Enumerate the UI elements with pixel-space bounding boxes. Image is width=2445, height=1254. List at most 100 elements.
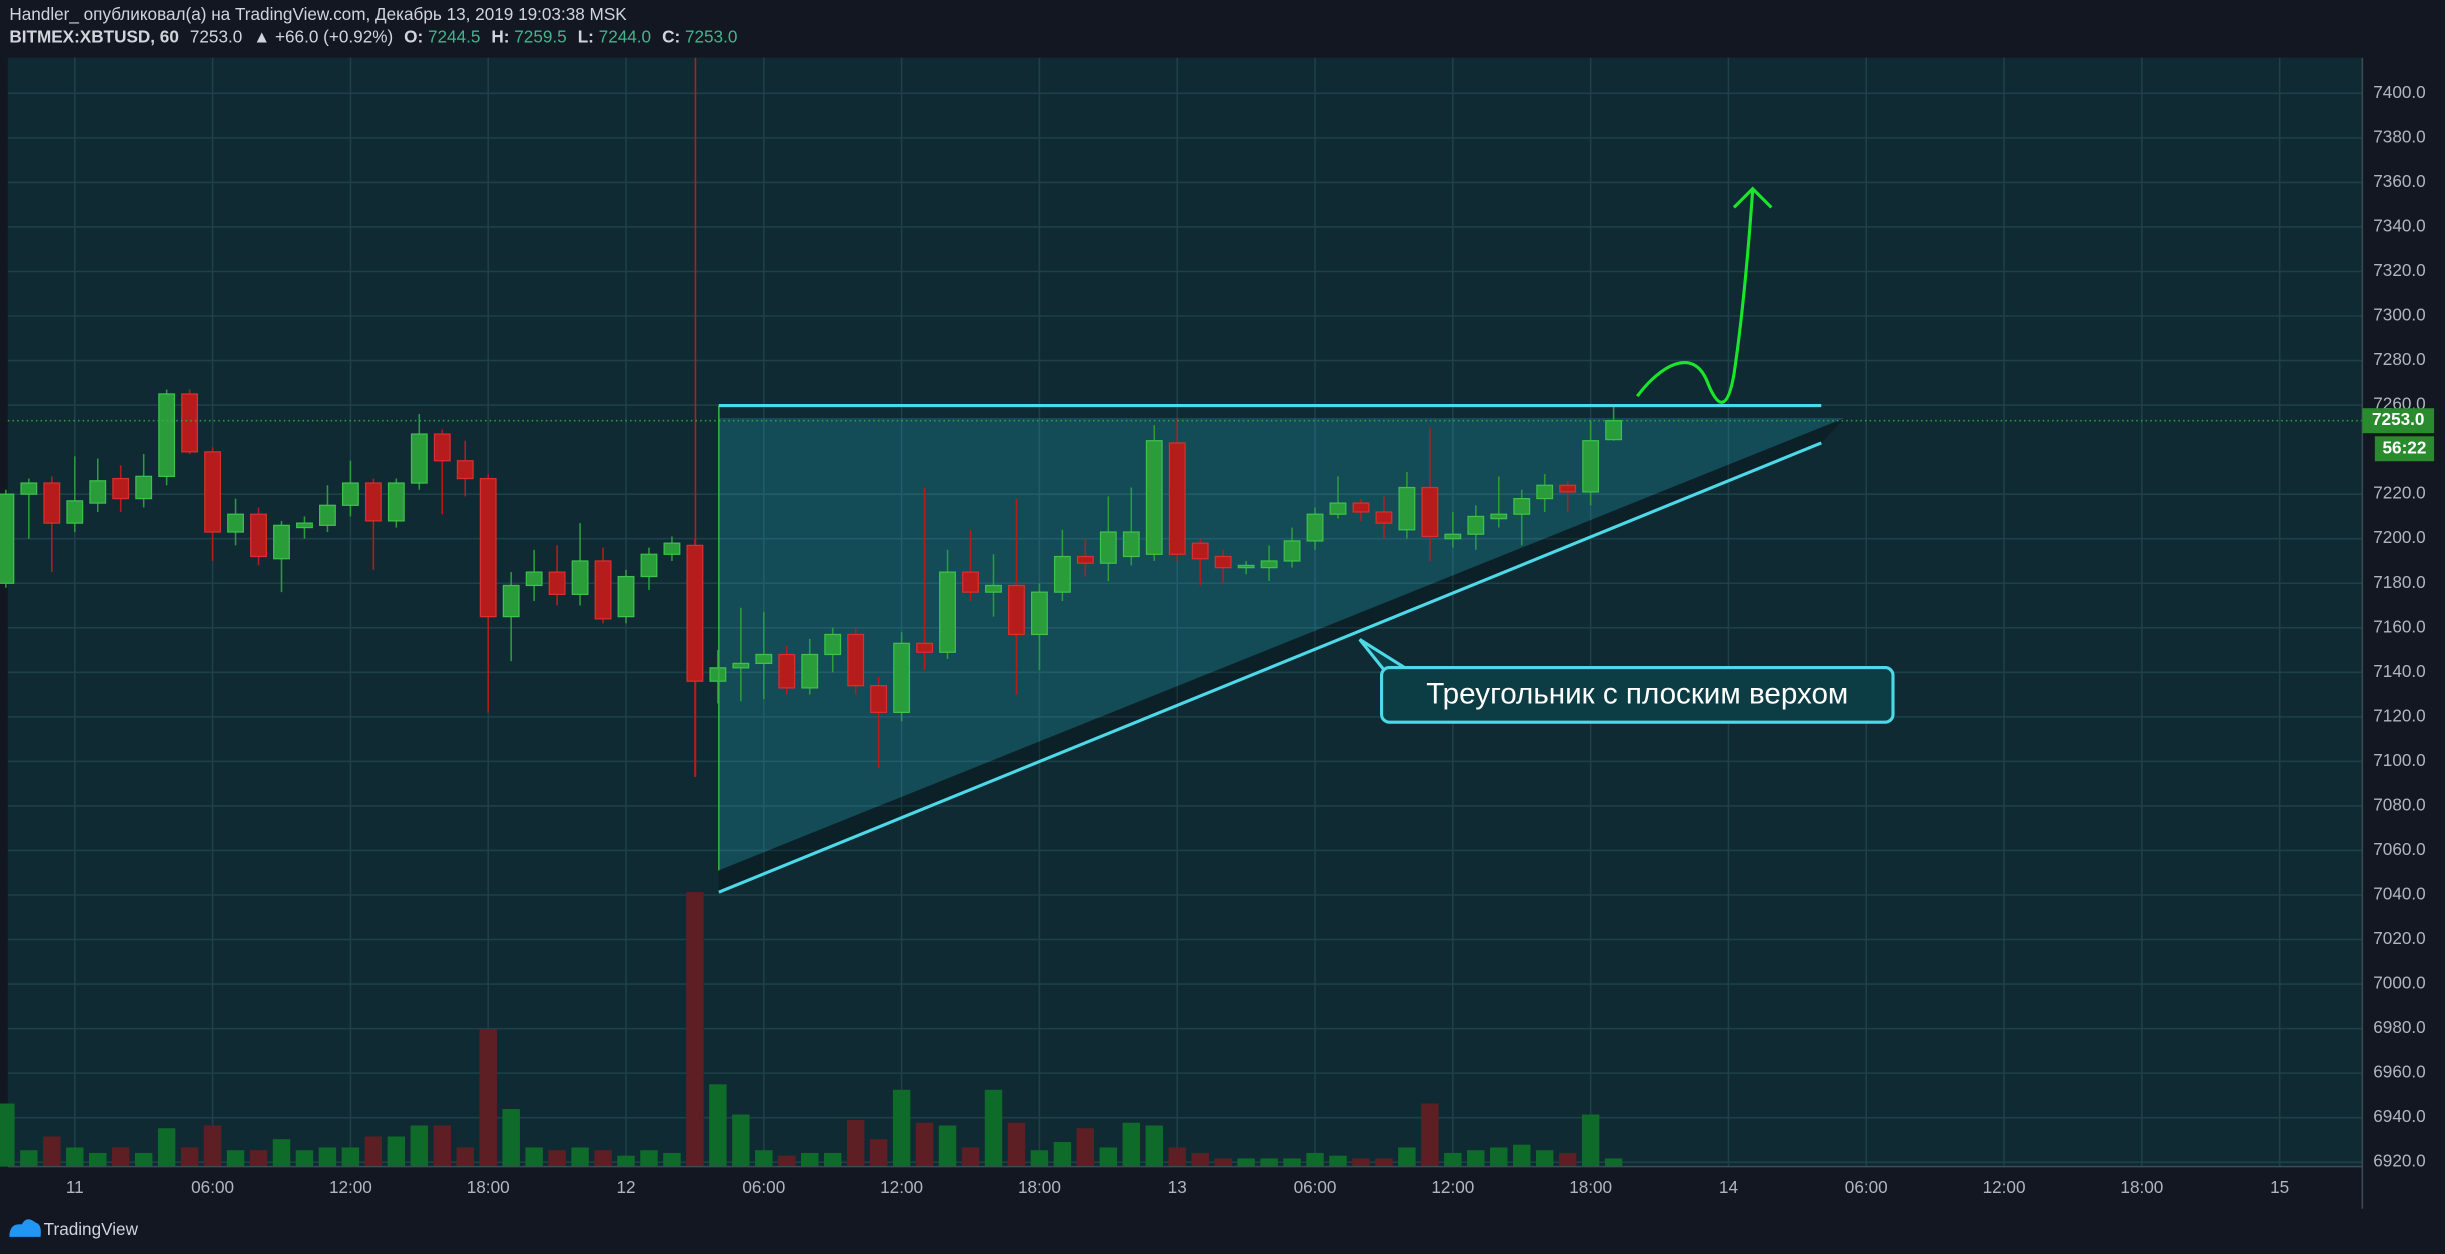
x-tick-label: 13 <box>1168 1177 1187 1197</box>
y-tick-label: 7380.0 <box>2373 126 2425 146</box>
candle-body <box>296 522 313 529</box>
volume-bar <box>1145 1125 1163 1167</box>
candle-body <box>548 571 566 595</box>
y-tick-label: 7320.0 <box>2373 260 2425 280</box>
candle-body <box>1605 420 1623 441</box>
candle-body <box>571 560 589 595</box>
y-tick-label: 7020.0 <box>2373 928 2425 948</box>
volume-bar <box>502 1109 520 1167</box>
candle-body <box>181 393 199 453</box>
candle-body <box>755 653 773 665</box>
volume-bar <box>525 1147 543 1167</box>
volume-bar <box>1558 1152 1577 1167</box>
x-tick-label: 12 <box>616 1177 635 1197</box>
candle-body <box>1122 531 1140 558</box>
volume-bar <box>1421 1103 1439 1167</box>
y-tick-label: 7340.0 <box>2373 215 2425 235</box>
candle-body <box>66 500 84 524</box>
volume-bar <box>640 1150 658 1167</box>
x-tick-label: 18:00 <box>1018 1177 1061 1197</box>
x-tick-label: 11 <box>66 1177 84 1197</box>
volume-bar <box>0 1103 15 1167</box>
candle-body <box>1559 484 1577 493</box>
candle-body <box>594 560 612 620</box>
y-tick-label: 6940.0 <box>2373 1106 2425 1126</box>
candle-body <box>1214 555 1232 569</box>
candles <box>0 389 2363 777</box>
volume-bar <box>341 1147 360 1167</box>
candle-body <box>1283 540 1301 562</box>
candle-body <box>962 571 979 593</box>
candle-body <box>1076 555 1094 564</box>
volume-bar <box>1352 1158 1370 1167</box>
volume-bar <box>1260 1158 1278 1167</box>
arrow-head <box>1732 186 1773 209</box>
volume-bar <box>134 1152 153 1167</box>
volume-bar <box>20 1150 38 1167</box>
volume-bar <box>43 1136 61 1167</box>
o-label: O: <box>404 26 423 46</box>
volume-bar <box>89 1152 107 1167</box>
candle-body <box>1145 440 1163 555</box>
volume-bar <box>663 1152 681 1167</box>
candle-body <box>617 575 635 618</box>
volume-bar <box>272 1139 291 1167</box>
x-tick-label: 12:00 <box>1983 1177 2026 1197</box>
h: 7259.5 <box>514 26 566 46</box>
callout-text: Треугольник с плоским верхом <box>1426 677 1848 710</box>
candle-body <box>847 633 865 687</box>
volume-bar <box>1099 1147 1118 1167</box>
l-label: L: <box>578 26 594 46</box>
x-tick-label: 06:00 <box>742 1177 785 1197</box>
o: 7244.5 <box>428 26 480 46</box>
volume-bar <box>709 1084 727 1167</box>
volume-bar <box>295 1150 314 1167</box>
volume-bar <box>1283 1158 1301 1167</box>
volume-bar <box>203 1125 222 1167</box>
y-tick-label: 7160.0 <box>2373 616 2425 636</box>
y-tick-label: 7000.0 <box>2373 973 2425 993</box>
candle-body <box>43 482 61 524</box>
change: ▲ +66.0 (+0.92%) <box>253 26 393 46</box>
volume-bar <box>1535 1150 1554 1167</box>
volume-bar <box>1513 1144 1531 1167</box>
candle-body <box>893 642 911 714</box>
volume-bar <box>1076 1128 1095 1167</box>
x-tick-label: 15 <box>2270 1177 2289 1197</box>
volume-bar <box>1030 1150 1049 1167</box>
candle-body <box>1536 484 1554 500</box>
candle-body <box>1444 533 1462 540</box>
volume-bar <box>1444 1152 1462 1167</box>
countdown-tag <box>2374 436 2435 462</box>
volume-bar <box>364 1136 383 1167</box>
volume-bar <box>1329 1155 1347 1167</box>
last-price-tag <box>2362 408 2435 434</box>
candle-body <box>824 633 842 656</box>
last: 7253.0 <box>190 26 242 46</box>
volume-bar <box>479 1029 497 1167</box>
volume-bar <box>1122 1122 1141 1167</box>
candle-body <box>250 513 267 558</box>
x-tick-label: 12:00 <box>880 1177 923 1197</box>
candle-body <box>1582 440 1600 493</box>
volume-bar <box>801 1152 819 1167</box>
candle-body <box>801 653 819 689</box>
brand: TradingView <box>44 1219 139 1239</box>
candle-body <box>112 477 130 500</box>
volume-bar <box>318 1147 337 1167</box>
callout-box <box>1379 665 1895 724</box>
y-tick-label: 7280.0 <box>2373 349 2425 369</box>
last-price-label: 7253.0 <box>2372 409 2424 429</box>
candle-body <box>1467 515 1485 535</box>
candle-body <box>1099 531 1117 564</box>
y-tick-label: 7040.0 <box>2373 884 2425 904</box>
volume-bar <box>1168 1147 1186 1167</box>
candle-body <box>1168 442 1186 555</box>
candle-body <box>709 667 727 682</box>
volume-bar <box>594 1150 612 1167</box>
volume-bar <box>1191 1152 1209 1167</box>
volume-bar <box>823 1152 842 1167</box>
volume-bar <box>410 1125 429 1167</box>
